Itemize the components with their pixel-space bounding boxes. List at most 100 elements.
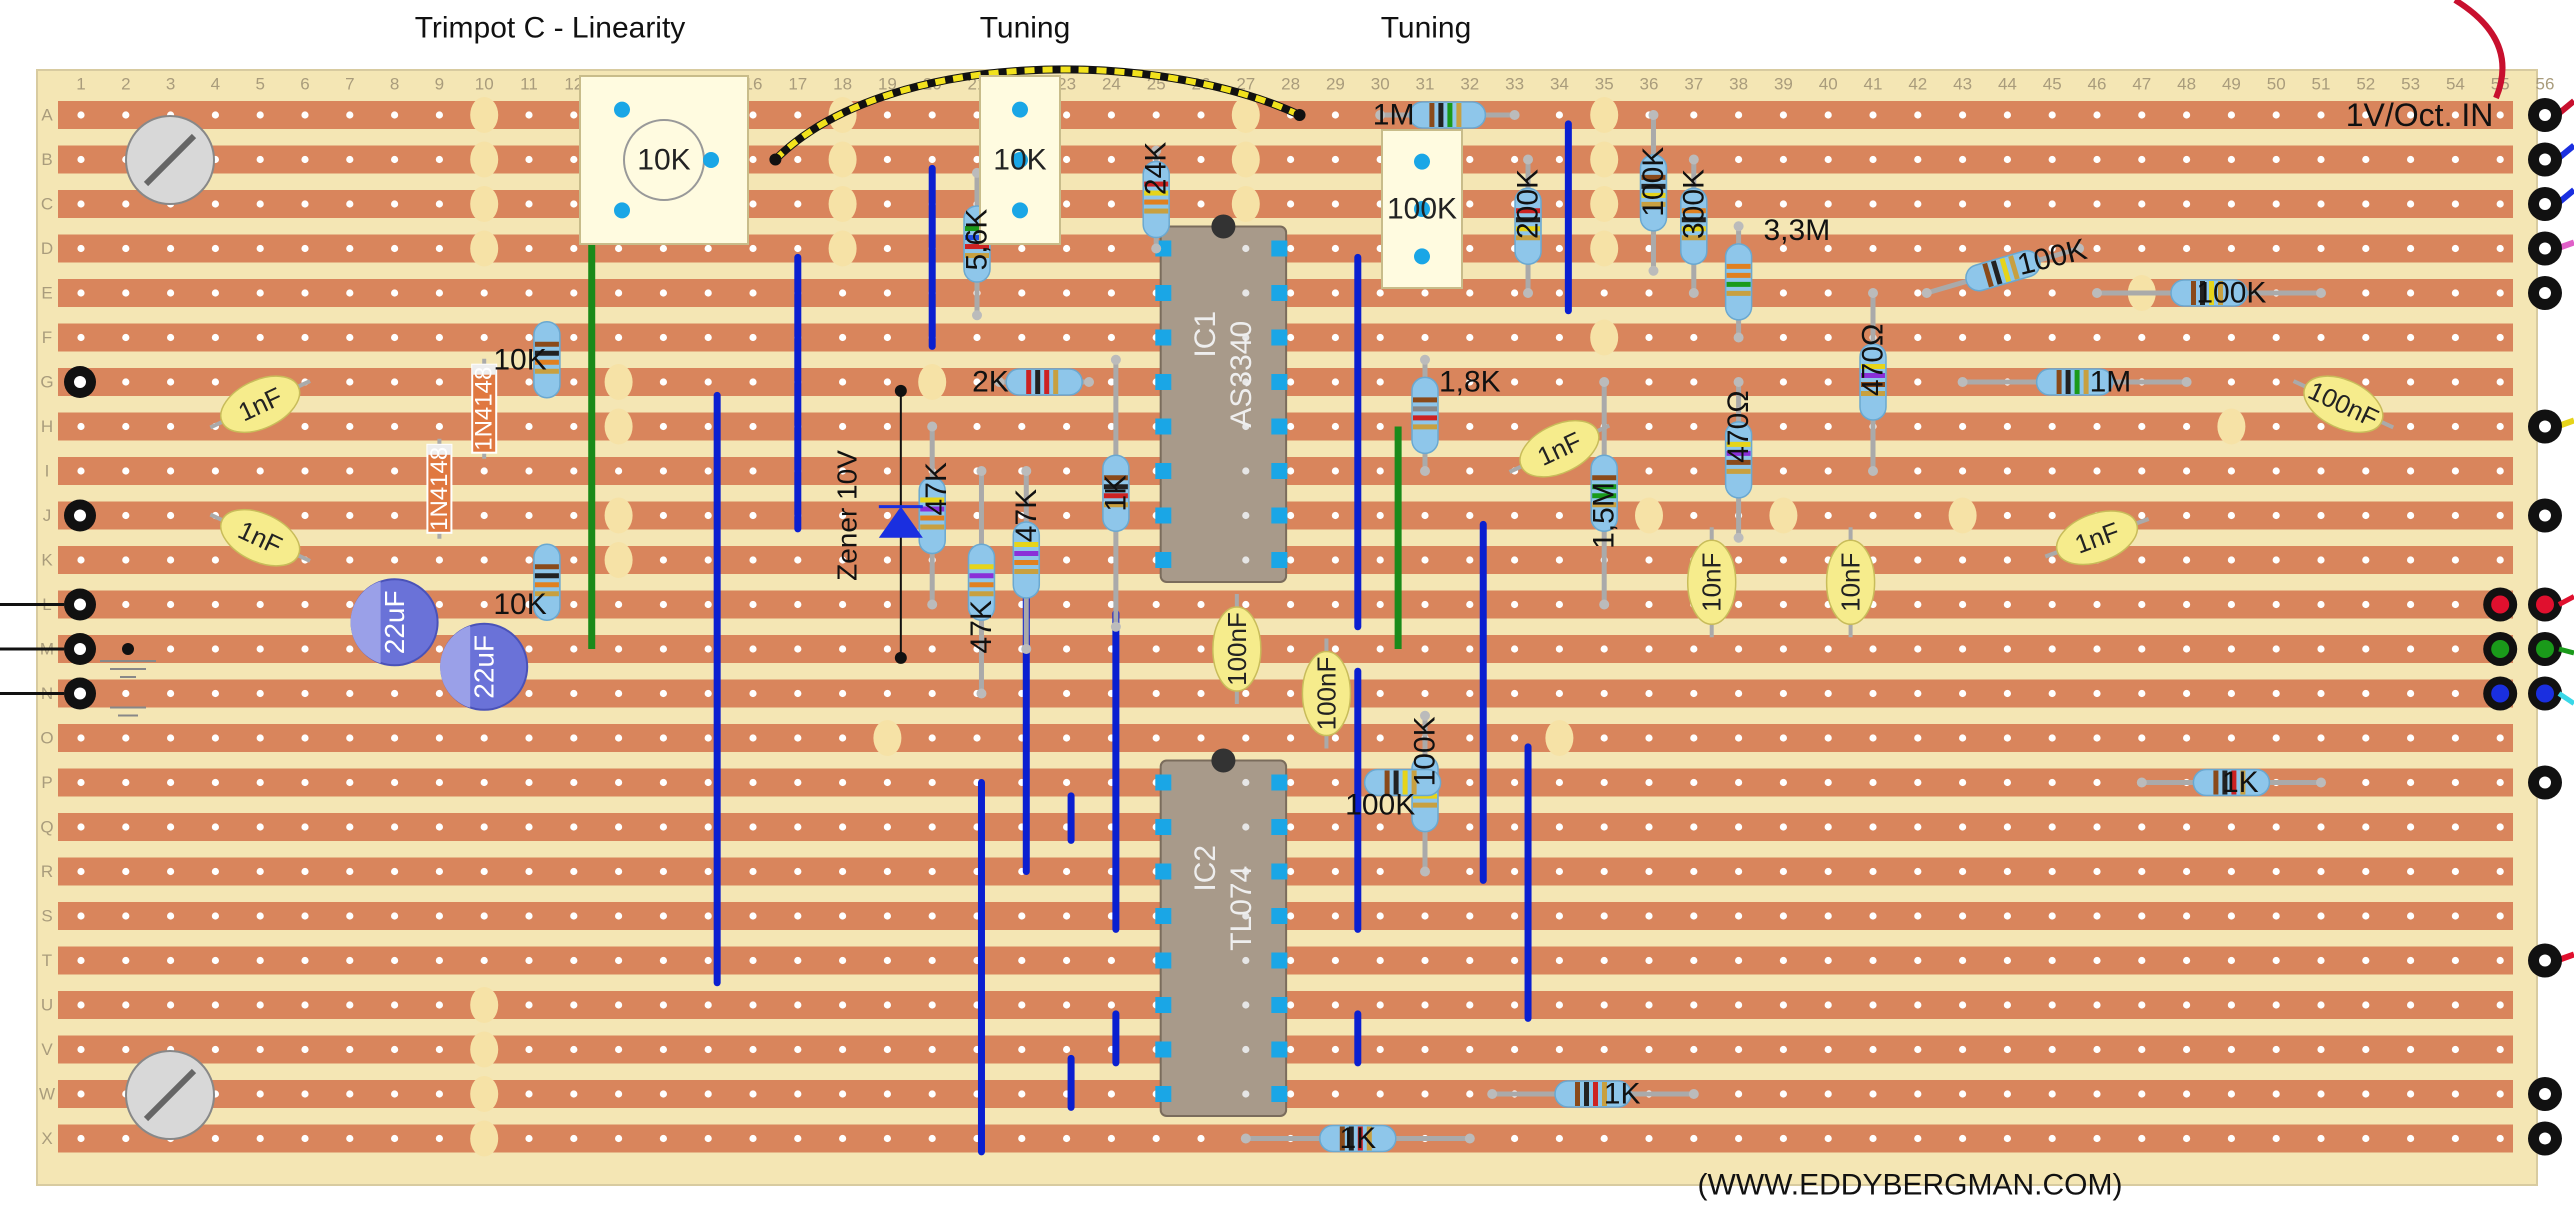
hole: [391, 956, 399, 965]
hole: [2496, 333, 2504, 342]
hole: [435, 333, 443, 342]
row-letter: G: [40, 373, 53, 392]
hole: [2317, 467, 2325, 475]
column-number: 9: [435, 75, 444, 94]
hole: [1018, 333, 1026, 342]
column-number: 49: [2222, 75, 2241, 94]
hole: [1914, 689, 1922, 698]
hole: [1376, 867, 1384, 876]
hole: [1376, 511, 1384, 520]
hole: [2451, 1134, 2459, 1143]
hole: [346, 467, 354, 475]
ic-hole: [1242, 867, 1250, 876]
hole: [2317, 1001, 2325, 1009]
hole: [1555, 645, 1563, 653]
hole: [1331, 600, 1339, 609]
power-pad: [2483, 587, 2518, 622]
hole: [1824, 778, 1832, 787]
zener-diode: [878, 384, 923, 664]
hole: [525, 1001, 533, 1009]
hole: [1555, 1001, 1563, 1009]
cap-label: 100nF: [1311, 657, 1341, 731]
hole: [2138, 645, 2146, 653]
hole: [839, 378, 847, 386]
resistor-end: [1599, 377, 1610, 387]
ic-pin: [1271, 463, 1288, 479]
hole: [167, 645, 175, 653]
hole: [704, 511, 712, 520]
pad-center: [2536, 595, 2554, 614]
resistor-band: [1339, 1126, 1345, 1151]
hole: [704, 1001, 712, 1009]
resistor-band: [534, 582, 559, 588]
ic-hole: [1242, 556, 1250, 564]
hole: [615, 467, 623, 475]
hole: [883, 155, 892, 164]
resistor-band: [1861, 373, 1885, 378]
resistor-band: [1366, 1126, 1372, 1151]
ic-pin: [1155, 552, 1172, 568]
resistor-label: 1K: [1604, 1078, 1641, 1111]
hole: [883, 289, 892, 297]
ic-pin: [1271, 374, 1288, 390]
trimmer-pin: [1012, 152, 1028, 168]
column-number: 23: [1057, 75, 1076, 94]
hole: [1779, 1045, 1787, 1054]
hole: [480, 734, 488, 742]
hole: [2362, 778, 2370, 787]
hole: [1645, 645, 1653, 653]
copper-strip: [58, 724, 2513, 752]
ic-hole: [1242, 1001, 1250, 1009]
hole: [2272, 556, 2280, 564]
hole: [256, 867, 264, 876]
hole: [480, 556, 488, 564]
hole: [1511, 422, 1519, 431]
hole: [167, 600, 175, 609]
hole: [2541, 867, 2549, 876]
hole: [2317, 956, 2325, 965]
resistor: [1487, 1080, 1699, 1108]
hole: [839, 734, 847, 742]
hole: [391, 1001, 399, 1009]
hole: [2496, 823, 2504, 831]
hole: [2272, 1001, 2280, 1009]
hole: [794, 1045, 802, 1054]
resistor-end: [1021, 644, 1032, 654]
hole: [749, 422, 757, 431]
resistor-end: [1648, 110, 1659, 120]
hole: [839, 333, 847, 342]
column-number: 42: [1908, 75, 1927, 94]
ic-pin: [1271, 819, 1288, 835]
strip-cut: [604, 497, 633, 534]
resistor-label: 1,5M: [1588, 482, 1621, 549]
hole: [211, 734, 219, 742]
hole: [1869, 823, 1877, 831]
hole: [749, 111, 757, 119]
hole: [1824, 422, 1832, 431]
hole: [1063, 645, 1071, 653]
hole: [928, 867, 936, 876]
hole: [346, 1090, 354, 1098]
hole: [1779, 200, 1787, 208]
hole: [2003, 289, 2011, 297]
pad-hole: [74, 376, 86, 388]
hole: [122, 600, 130, 609]
hole: [749, 823, 757, 831]
hole: [659, 1045, 668, 1054]
hole: [570, 956, 578, 965]
resistor-body: [1859, 343, 1887, 421]
resistor-end: [1464, 1133, 1475, 1144]
hole: [1063, 956, 1071, 965]
hole: [2138, 155, 2146, 164]
hole: [211, 645, 219, 653]
hole: [435, 1090, 443, 1098]
hole: [2138, 734, 2146, 742]
hole: [2451, 244, 2459, 253]
hole: [122, 778, 130, 787]
hole: [1555, 511, 1563, 520]
hole: [570, 1001, 578, 1009]
hole: [2003, 333, 2011, 342]
resistor-label: 100K: [1345, 788, 1415, 821]
hole: [167, 912, 175, 920]
hole: [2317, 1134, 2325, 1143]
